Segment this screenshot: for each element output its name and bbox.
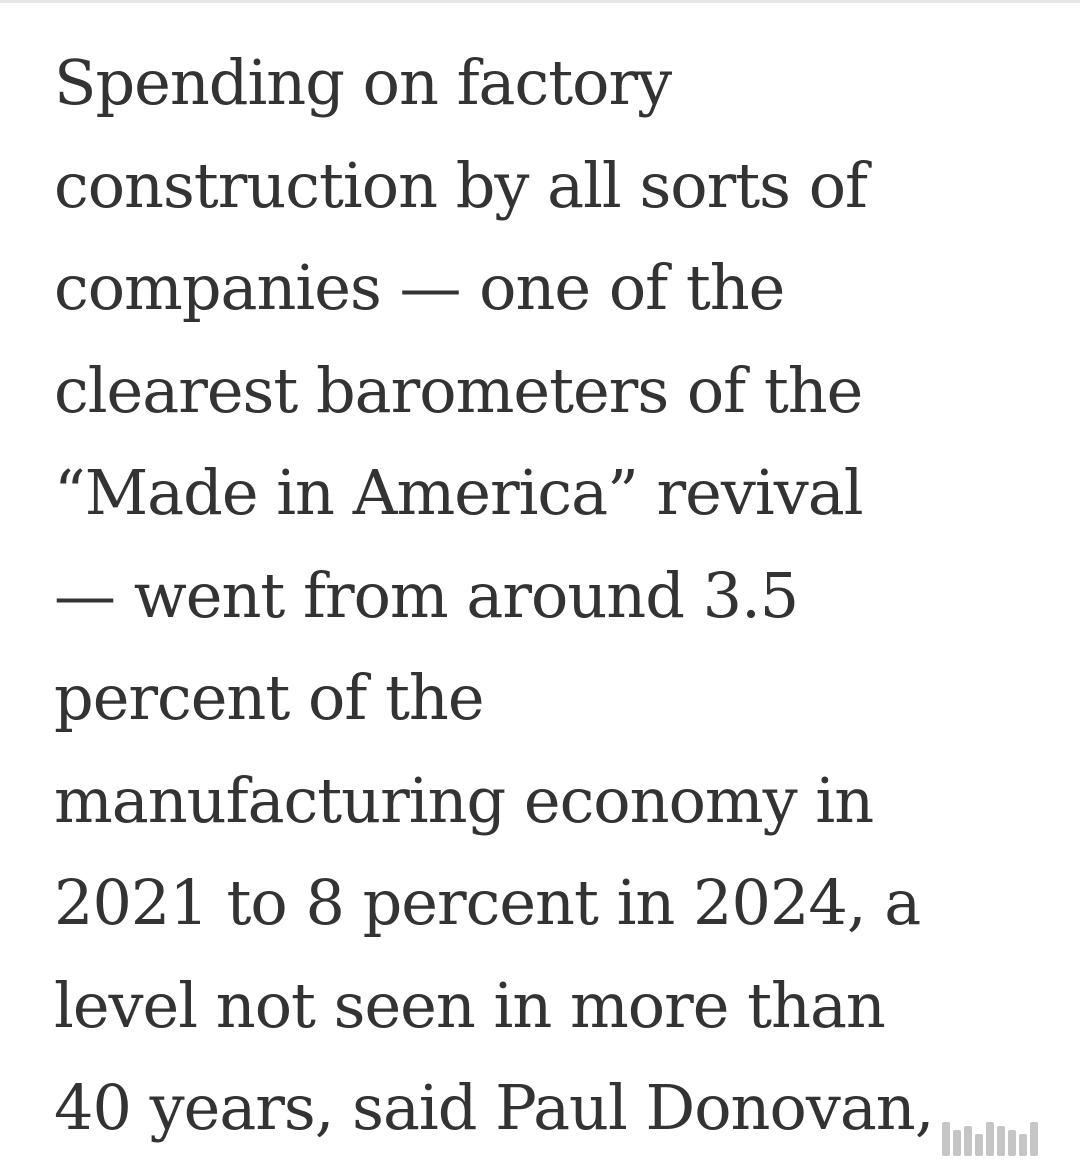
paragraph-line: “Made in America” revival <box>54 456 864 529</box>
paragraph-line: clearest barometers of the <box>54 353 863 427</box>
watermark-bar <box>942 1122 950 1156</box>
watermark-bar <box>1030 1122 1038 1156</box>
top-divider <box>0 0 1080 3</box>
watermark-bar <box>953 1130 961 1156</box>
paragraph-line: manufacturing economy in <box>54 763 874 837</box>
watermark-bar <box>1008 1130 1016 1156</box>
paragraph-line: 2021 to 8 percent in 2024, a <box>54 866 921 939</box>
paragraph-line: percent of the <box>54 661 485 734</box>
watermark-bar <box>997 1126 1005 1156</box>
paragraph-line: level not seen in more than <box>54 968 886 1042</box>
paragraph-line: Spending on factory <box>54 46 672 119</box>
paragraph-line: companies — one of the <box>54 251 785 324</box>
watermark-bar <box>1019 1134 1027 1156</box>
paragraph-line: 40 years, said Paul Donovan, <box>54 1071 934 1144</box>
watermark-logo-icon <box>942 1122 1062 1156</box>
article-paragraph: Spending on factory construction by all … <box>54 32 1064 1160</box>
watermark-bar <box>986 1122 994 1156</box>
watermark-bar <box>964 1126 972 1156</box>
paragraph-line: construction by all sorts of <box>54 148 868 222</box>
paragraph-line: — went from around 3.5 <box>54 558 799 632</box>
watermark-bar <box>975 1134 983 1156</box>
